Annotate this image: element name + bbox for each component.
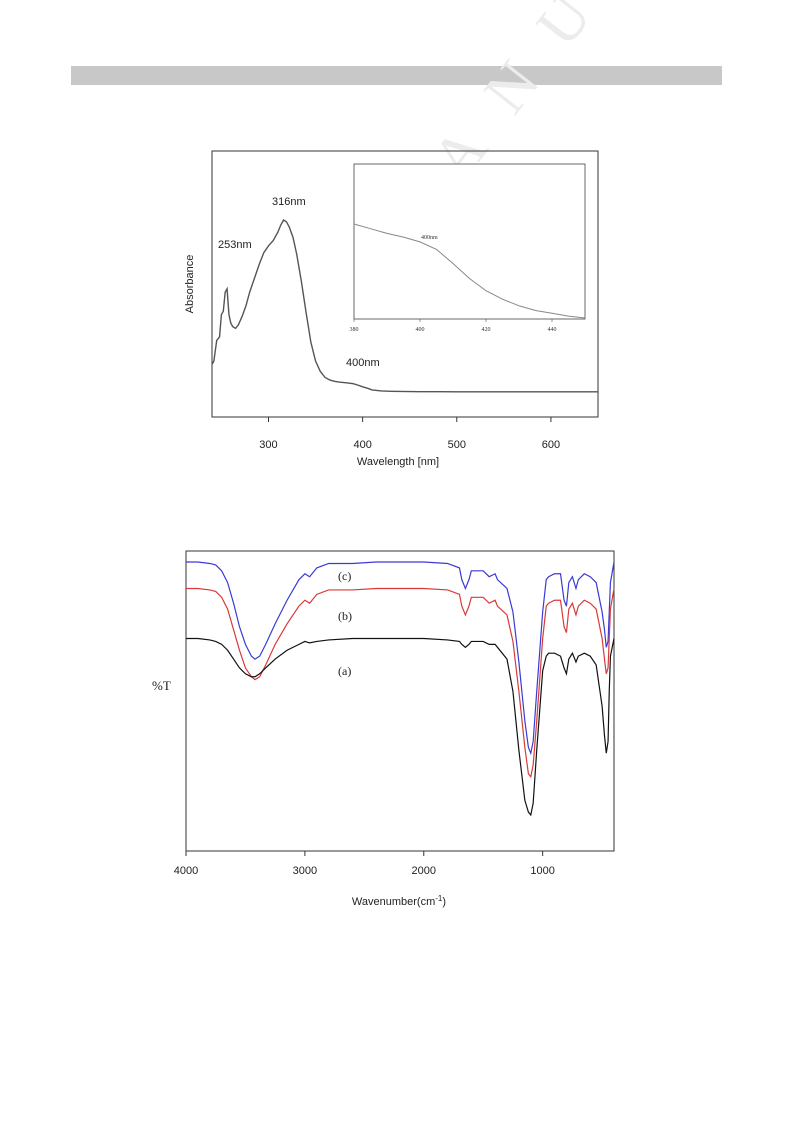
inset-x-ticks: 380 400 420 440 (350, 319, 557, 333)
ftir-x-tick-label: 2000 (412, 865, 436, 877)
header-bar (71, 66, 722, 85)
ftir-x-axis-label-sup: -1 (435, 894, 443, 903)
ftir-chart: 4000 3000 2000 1000 (c) (b) (a) %T Wavenumb… (152, 550, 615, 908)
uv-chart: 300 400 500 600 Absorbance Wavelength [nm] … (184, 150, 599, 468)
uv-x-tick-label: 600 (542, 439, 560, 451)
uv-inset-chart: 380 400 420 440 400nm (350, 163, 586, 333)
inset-x-tick-label: 440 (548, 327, 557, 333)
uv-plot-frame (211, 150, 599, 418)
ftir-series-line (186, 587, 615, 779)
ftir-series-label-c: (c) (338, 569, 351, 583)
ftir-x-tick-label: 4000 (174, 865, 198, 877)
uv-y-axis-label: Absorbance (184, 255, 196, 314)
uv-x-tick-label: 300 (259, 439, 277, 451)
uv-series-line (211, 219, 598, 393)
ftir-plot-frame (185, 550, 615, 852)
ftir-x-tick-label: 3000 (293, 865, 317, 877)
uv-x-tick-label: 500 (448, 439, 466, 451)
ftir-x-axis-label: Wavenumber(cm-1) (352, 894, 446, 908)
uv-x-tick-label: 400 (353, 439, 371, 451)
uv-annotation-400nm: 400nm (346, 357, 380, 369)
inset-series-line (353, 223, 586, 319)
inset-plot-frame (353, 163, 586, 320)
uv-x-ticks: 300 400 500 600 (259, 417, 560, 451)
ftir-series-label-b: (b) (338, 609, 352, 623)
ftir-series-line (186, 637, 615, 817)
ftir-y-axis-label: %T (152, 678, 171, 693)
uv-annotation-316nm: 316nm (272, 196, 306, 208)
inset-annotation-400nm: 400nm (421, 235, 438, 241)
inset-x-tick-label: 380 (350, 327, 359, 333)
ftir-x-axis-label-main: Wavenumber(cm (352, 896, 435, 908)
ftir-x-tick-label: 1000 (530, 865, 554, 877)
ftir-series-lines (186, 561, 615, 817)
ftir-series-label-a: (a) (338, 664, 351, 678)
ftir-x-axis-label-end: ) (442, 896, 446, 908)
uv-annotation-253nm: 253nm (218, 239, 252, 251)
ftir-x-ticks: 4000 3000 2000 1000 (174, 851, 555, 877)
ftir-series-line (186, 561, 615, 756)
inset-x-tick-label: 400 (416, 327, 425, 333)
inset-x-tick-label: 420 (482, 327, 491, 333)
uv-x-axis-label: Wavelength [nm] (357, 456, 439, 468)
